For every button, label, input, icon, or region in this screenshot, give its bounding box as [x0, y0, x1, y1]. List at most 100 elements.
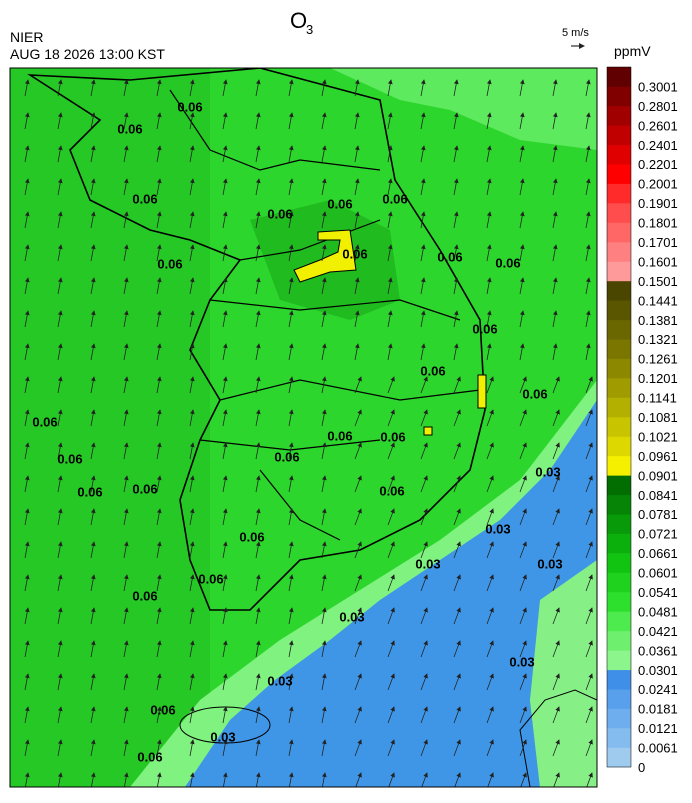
wind-arrow: [420, 607, 428, 625]
wind-arrow: [453, 79, 459, 97]
wind-arrow: [57, 79, 63, 97]
wind-arrow: [519, 343, 525, 361]
colorbar-swatch: [607, 572, 631, 593]
colorbar-swatch: [607, 417, 631, 437]
wind-arrow: [123, 112, 129, 130]
wind-arrow: [222, 277, 228, 295]
high-spot: [423, 426, 433, 436]
colorbar-swatch: [607, 650, 631, 671]
colorbar-label: 0.2801: [638, 99, 678, 114]
wind-arrow: [90, 706, 96, 724]
colorbar: 0 0.0061 0.0121 0.0181 0.0241 0.0301 0.0361 0.0…: [606, 66, 678, 775]
wind-arrow: [57, 541, 63, 559]
wind-arrow: [24, 739, 30, 757]
wind-arrow: [486, 673, 494, 691]
wind-arrow: [387, 310, 393, 328]
wind-arrow: [387, 673, 395, 691]
wind-arrow: [585, 640, 593, 658]
wind-arrow: [156, 541, 162, 559]
colorbar-swatch: [607, 183, 631, 204]
contour-label: 0.06: [495, 255, 520, 270]
wind-arrow: [156, 211, 162, 229]
wind-arrow: [354, 739, 362, 757]
wind-arrow: [354, 244, 360, 262]
wind-arrow: [222, 442, 228, 460]
wind-arrow: [519, 244, 525, 262]
contour-label: 0.06: [274, 449, 299, 464]
wind-arrow: [354, 574, 362, 592]
wind-arrow: [387, 79, 393, 97]
wind-arrow: [156, 442, 162, 460]
colorbar-label: 0.1601: [638, 254, 678, 269]
wind-arrow: [288, 673, 294, 691]
field-low: [185, 400, 597, 787]
wind-arrow: [156, 310, 162, 328]
wind-arrow: [321, 409, 327, 427]
wind-arrow: [57, 640, 63, 658]
colorbar-swatch: [607, 378, 631, 398]
wind-arrow: [189, 343, 195, 361]
wind-vectors: [24, 79, 593, 787]
wind-arrow: [453, 607, 461, 625]
colorbar-label: 0.1901: [638, 196, 678, 211]
colorbar-swatch: [607, 280, 631, 301]
wind-arrow: [321, 475, 327, 493]
wind-arrow: [123, 244, 129, 262]
wind-arrow: [189, 706, 195, 724]
wind-arrow: [321, 673, 327, 691]
colorbar-label: 0.0661: [638, 546, 678, 561]
wind-arrow: [57, 607, 63, 625]
wind-arrow: [453, 640, 461, 658]
wind-arrow: [552, 376, 560, 394]
wind-arrow: [486, 574, 494, 592]
wind-arrow: [585, 244, 591, 262]
wind-arrow: [387, 145, 393, 163]
wind-arrow: [321, 772, 327, 787]
wind-arrow: [420, 409, 428, 427]
wind-arrow: [453, 706, 461, 724]
wind-arrow: [585, 442, 593, 460]
wind-arrow: [255, 574, 261, 592]
wind-arrow: [552, 673, 560, 691]
colorbar-label: 0.1201: [638, 371, 678, 386]
contour-label: 0.03: [267, 673, 292, 688]
wind-arrow: [288, 376, 294, 394]
colorbar-swatch: [607, 67, 631, 87]
wind-arrow: [552, 574, 560, 592]
wind-arrow: [454, 772, 461, 787]
colorbar-label: 0.1021: [638, 429, 678, 444]
colorbar-label: 0.0541: [638, 585, 678, 600]
wind-arrow: [90, 178, 96, 196]
wind-arrow: [24, 574, 30, 592]
wind-arrow: [222, 673, 228, 691]
wind-arrow: [354, 706, 362, 724]
wind-arrow: [321, 145, 327, 163]
wind-arrow: [453, 244, 459, 262]
wind-arrow: [255, 706, 261, 724]
wind-arrow: [156, 475, 162, 493]
wind-arrow: [189, 277, 195, 295]
wind-arrow: [222, 343, 228, 361]
wind-arrow: [354, 442, 362, 460]
colorbar-swatch: [607, 514, 631, 534]
wind-arrow: [486, 475, 494, 493]
wind-arrow: [387, 706, 395, 724]
wind-arrow: [288, 739, 294, 757]
wind-arrow: [420, 310, 426, 328]
wind-arrow: [321, 640, 327, 658]
contour-label: 0.06: [177, 99, 202, 114]
wind-arrow: [321, 541, 327, 559]
wind-arrow: [486, 343, 492, 361]
wind-arrow: [90, 640, 96, 658]
wind-arrow: [90, 244, 96, 262]
wind-arrow: [57, 244, 63, 262]
wind-arrow: [288, 640, 294, 658]
colorbar-label: 0.1261: [638, 352, 678, 367]
wind-arrow: [222, 409, 228, 427]
wind-arrow: [519, 541, 527, 559]
wind-arrow: [57, 178, 63, 196]
wind-arrow: [123, 607, 129, 625]
wind-arrow: [387, 211, 393, 229]
wind-arrow: [453, 277, 459, 295]
wind-arrow: [585, 409, 593, 427]
